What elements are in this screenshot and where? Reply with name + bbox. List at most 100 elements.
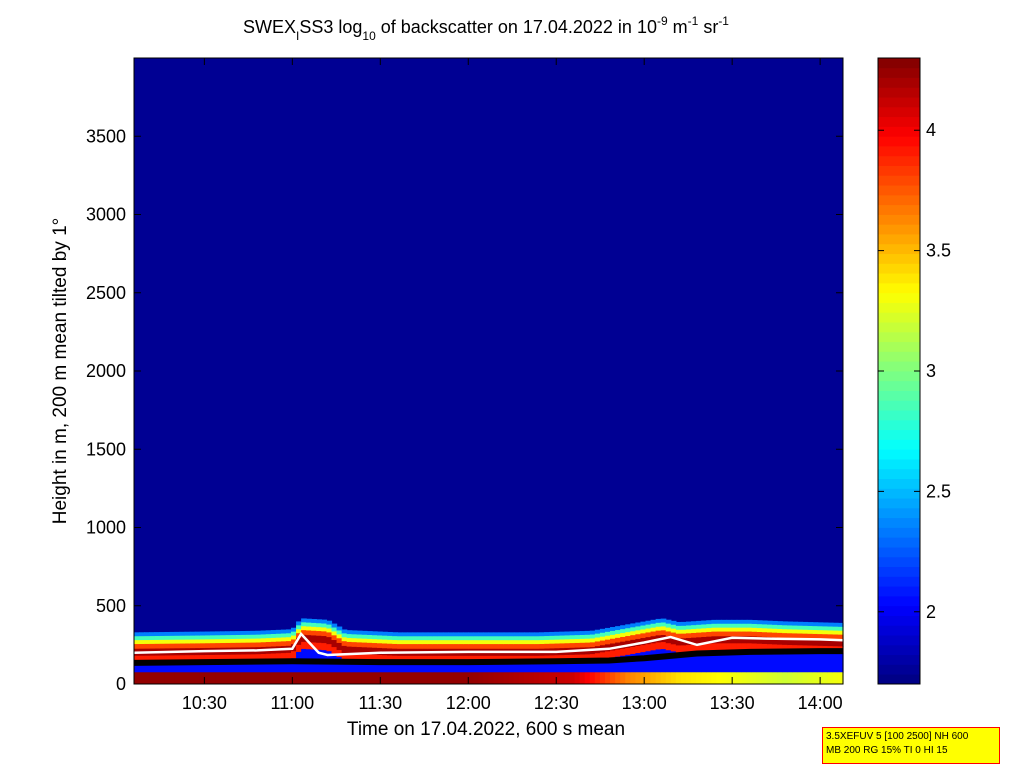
heatmap-cell xyxy=(655,649,662,673)
heatmap-cell xyxy=(604,639,611,645)
colorbar-band xyxy=(878,478,920,489)
heatmap-cell xyxy=(179,662,186,673)
heatmap-cell xyxy=(427,636,434,641)
heatmap-cell xyxy=(832,630,839,635)
colorbar-band xyxy=(878,243,920,255)
heatmap-cell xyxy=(767,637,773,645)
heatmap-cell xyxy=(154,643,160,649)
heatmap-cell xyxy=(650,650,657,673)
heatmap-cell xyxy=(670,672,677,685)
heatmap-cell xyxy=(372,639,378,644)
heatmap-cell xyxy=(483,632,490,637)
heatmap-cell xyxy=(797,621,804,627)
heatmap-cell xyxy=(316,672,322,685)
heatmap-cell xyxy=(346,634,353,639)
heatmap-cell xyxy=(620,636,626,643)
heatmap-cell xyxy=(584,630,591,636)
heatmap-cell xyxy=(650,643,657,651)
heatmap-cell xyxy=(518,640,525,645)
heatmap-cell xyxy=(680,621,687,627)
heatmap-cell xyxy=(321,631,328,637)
colorbar-band xyxy=(878,165,920,176)
heatmap-cell xyxy=(660,672,667,685)
heatmap-cell xyxy=(225,631,231,636)
heatmap-cell xyxy=(604,635,611,641)
heatmap-cell xyxy=(407,632,414,637)
heatmap-cell xyxy=(366,647,373,655)
heatmap-cell xyxy=(569,643,576,649)
heatmap-cell xyxy=(604,672,611,685)
heatmap-cell xyxy=(792,629,799,634)
heatmap-cell xyxy=(346,653,353,662)
colorbar-band xyxy=(878,507,920,519)
heatmap-cell xyxy=(240,634,247,640)
heatmap-cell xyxy=(731,619,738,625)
heatmap-cell xyxy=(640,652,647,673)
colorbar-band xyxy=(878,439,920,450)
heatmap-cell xyxy=(250,672,257,685)
heatmap-cell xyxy=(346,660,353,673)
heatmap-cell xyxy=(204,655,211,663)
colorbar-band xyxy=(878,234,920,245)
heatmap-cell xyxy=(807,672,814,685)
heatmap-cell xyxy=(366,638,373,644)
heatmap-cell xyxy=(447,632,454,637)
colorbar-band xyxy=(878,498,920,509)
heatmap-cell xyxy=(372,643,378,649)
heatmap-cell xyxy=(134,632,140,637)
heatmap-cell xyxy=(655,642,662,650)
heatmap-cell xyxy=(296,644,302,653)
colorbar-band xyxy=(878,175,920,186)
heatmap-cell xyxy=(387,639,393,645)
heatmap-cell xyxy=(149,662,155,673)
heatmap-cell xyxy=(772,637,778,645)
heatmap-cell xyxy=(701,636,707,645)
colorbar-band xyxy=(878,488,920,499)
heatmap-cell xyxy=(832,622,839,628)
heatmap-cell xyxy=(640,625,647,630)
heatmap-cell xyxy=(230,635,236,640)
heatmap-cell xyxy=(154,636,160,641)
heatmap-cell xyxy=(655,622,662,628)
heatmap-cell xyxy=(691,637,697,646)
heatmap-cell xyxy=(584,661,591,673)
heatmap-cell xyxy=(346,646,353,655)
heatmap-cell xyxy=(670,637,677,645)
heatmap-cell xyxy=(589,630,596,635)
heatmap-cell xyxy=(280,641,287,647)
heatmap-cell xyxy=(230,638,236,644)
heatmap-cell xyxy=(640,621,647,626)
heatmap-cell xyxy=(270,660,277,673)
heatmap-cell xyxy=(559,631,566,636)
heatmap-cell xyxy=(144,643,150,650)
colorbar-band xyxy=(878,106,920,118)
heatmap-cell xyxy=(746,631,753,637)
heatmap-cell xyxy=(523,644,530,650)
heatmap-cell xyxy=(230,631,236,636)
heatmap-cell xyxy=(326,632,333,638)
heatmap-cell xyxy=(174,639,181,645)
heatmap-cell xyxy=(701,632,707,638)
heatmap-cell xyxy=(493,636,500,641)
heatmap-cell xyxy=(701,672,707,685)
heatmap-cell xyxy=(437,636,444,641)
heatmap-cell xyxy=(149,639,155,645)
heatmap-cell xyxy=(751,620,758,625)
heatmap-cell xyxy=(194,655,201,663)
heatmap-cell xyxy=(574,635,581,640)
heatmap-cell xyxy=(159,643,165,649)
heatmap-cell xyxy=(215,631,221,636)
heatmap-cell xyxy=(311,635,317,643)
heatmap-cell xyxy=(478,636,485,641)
heatmap-cell xyxy=(316,627,322,632)
heatmap-cell xyxy=(777,637,783,646)
heatmap-cell xyxy=(756,643,763,652)
heatmap-cell xyxy=(584,672,591,685)
heatmap-cell xyxy=(625,628,631,633)
y-axis-label: Height in m, 200 m mean tilted by 1° xyxy=(50,218,71,524)
heatmap-cell xyxy=(154,655,160,664)
heatmap-cell xyxy=(716,672,723,685)
heatmap-cell xyxy=(691,644,697,653)
heatmap-cell xyxy=(665,672,672,685)
colorbar-band xyxy=(878,400,920,411)
